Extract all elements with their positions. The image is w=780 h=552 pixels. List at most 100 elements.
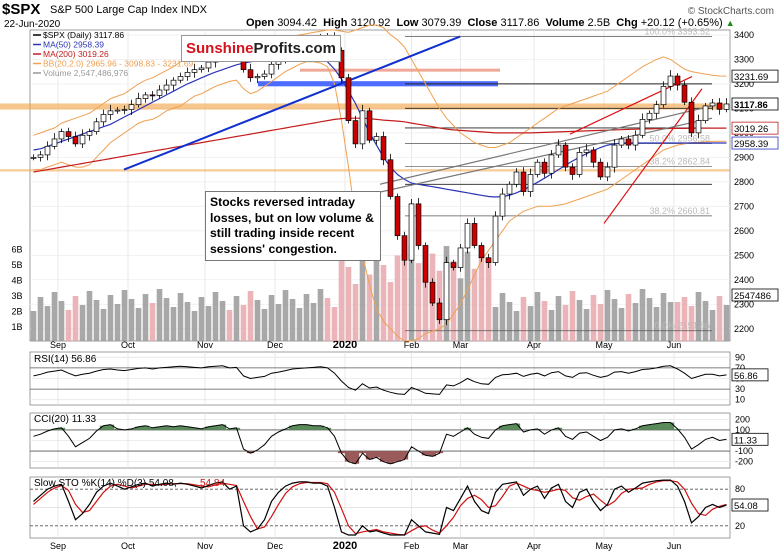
sto-legend-d: 54.84 — [200, 478, 225, 489]
change-value: +20.12 (+0.65%) — [640, 17, 723, 29]
sto-tick-label: 80 — [735, 484, 745, 494]
price-tag-box — [731, 136, 779, 150]
volume-bar — [527, 306, 534, 341]
volume-bar — [177, 293, 184, 341]
volume-bar — [450, 261, 457, 341]
volume-bar — [65, 310, 72, 341]
volume-bar — [121, 290, 128, 341]
candle-body — [716, 102, 723, 110]
candle-body — [583, 149, 590, 153]
price-tick-label: 3300 — [734, 54, 754, 64]
candle-body — [590, 149, 597, 163]
volume-bar — [352, 284, 359, 341]
volume-bar — [93, 300, 100, 341]
volume-bar — [282, 290, 289, 341]
volume-bar — [695, 292, 702, 341]
volume-bar — [191, 311, 198, 341]
candle-body — [100, 114, 107, 123]
price-tag-box — [731, 121, 779, 135]
candle-body — [653, 104, 660, 114]
candle-body — [639, 119, 646, 136]
candle-body — [625, 138, 632, 146]
close-label: Close — [467, 17, 498, 29]
high-label: High — [323, 17, 348, 29]
fib-level-label: 38.2% 2862.84 — [649, 156, 710, 166]
volume-bar — [457, 278, 464, 341]
rsi-tick-label: 10 — [735, 395, 745, 405]
candle-body — [478, 245, 485, 259]
wedge-line-grey-2 — [379, 117, 713, 193]
volume-bar — [128, 299, 135, 341]
x-tick-label-bottom: 2020 — [333, 540, 357, 552]
volume-bar — [240, 305, 247, 341]
volume-bar — [366, 274, 373, 341]
x-tick-label-bottom: Jun — [667, 541, 682, 551]
x-tick-label: Sep — [50, 340, 66, 350]
candle-body — [618, 138, 625, 146]
x-tick-label-bottom: Feb — [404, 541, 420, 551]
volume-bar — [513, 311, 520, 341]
volume-bar — [660, 293, 667, 341]
volume-bar — [590, 295, 597, 341]
x-tick-label: Apr — [527, 340, 541, 350]
volume-value: 2.5B — [587, 17, 611, 29]
volume-bar — [198, 297, 205, 341]
candle-body — [345, 77, 352, 121]
ma50-line — [33, 53, 727, 198]
x-tick-label-bottom: Dec — [267, 541, 284, 551]
volume-bar — [163, 298, 170, 341]
volume-bar — [247, 291, 254, 341]
candle-body — [499, 193, 506, 217]
cci-line — [33, 422, 727, 465]
volume-bar — [464, 251, 471, 341]
volume-bar — [268, 295, 275, 341]
x-tick-label-bottom: Oct — [121, 541, 136, 551]
x-tick-label-bottom: Nov — [197, 541, 214, 551]
volume-bar — [408, 246, 415, 341]
candle-body — [58, 131, 65, 140]
price-tag-box — [731, 97, 779, 111]
resistance-band-red — [300, 68, 500, 72]
candle-body — [611, 144, 618, 168]
candle-body — [723, 103, 730, 110]
price-tag-label: 3019.26 — [734, 124, 768, 135]
volume-bar — [135, 308, 142, 341]
volume-bar — [373, 247, 380, 341]
volume-bar — [275, 304, 282, 341]
candle-body — [604, 166, 611, 178]
ticker-description: S&P 500 Large Cap Index INDX — [50, 4, 207, 16]
price-tick-label: 3200 — [734, 79, 754, 89]
candle-body — [135, 98, 142, 106]
volume-bar — [618, 308, 625, 341]
volume-bar — [499, 293, 506, 341]
volume-bar — [58, 301, 65, 341]
volume-tick-label: 3B — [11, 291, 22, 301]
rsi-legend: RSI(14) 56.86 — [34, 354, 97, 365]
volume-tick-label: 1B — [11, 322, 22, 332]
support-band — [0, 103, 730, 110]
sto-legend: Slow STO %K(14) %D(3) 54.08, — [34, 478, 177, 489]
candle-body — [401, 235, 408, 261]
volume-bar — [555, 296, 562, 341]
fib-level-label: 0.0% 2191.86 — [654, 321, 710, 331]
candle-body — [177, 76, 184, 81]
volume-bar — [72, 296, 79, 341]
volume-bar — [394, 255, 401, 341]
rsi-value-label: 56.86 — [734, 371, 758, 382]
change-label: Chg — [616, 17, 638, 29]
volume-bar — [478, 246, 485, 341]
candle-body — [457, 247, 464, 268]
volume-bar — [674, 302, 681, 341]
candle-body — [163, 84, 170, 91]
candle-body — [576, 152, 583, 175]
candle-body — [534, 161, 541, 175]
volume-bar — [51, 292, 58, 341]
volume-bar — [653, 307, 660, 341]
candle-body — [415, 203, 422, 246]
candle-body — [422, 245, 429, 283]
candle-body — [632, 134, 639, 146]
cci-legend: CCI(20) 11.33 — [34, 414, 97, 425]
rsi-line — [33, 365, 727, 395]
candle-body — [254, 76, 261, 79]
